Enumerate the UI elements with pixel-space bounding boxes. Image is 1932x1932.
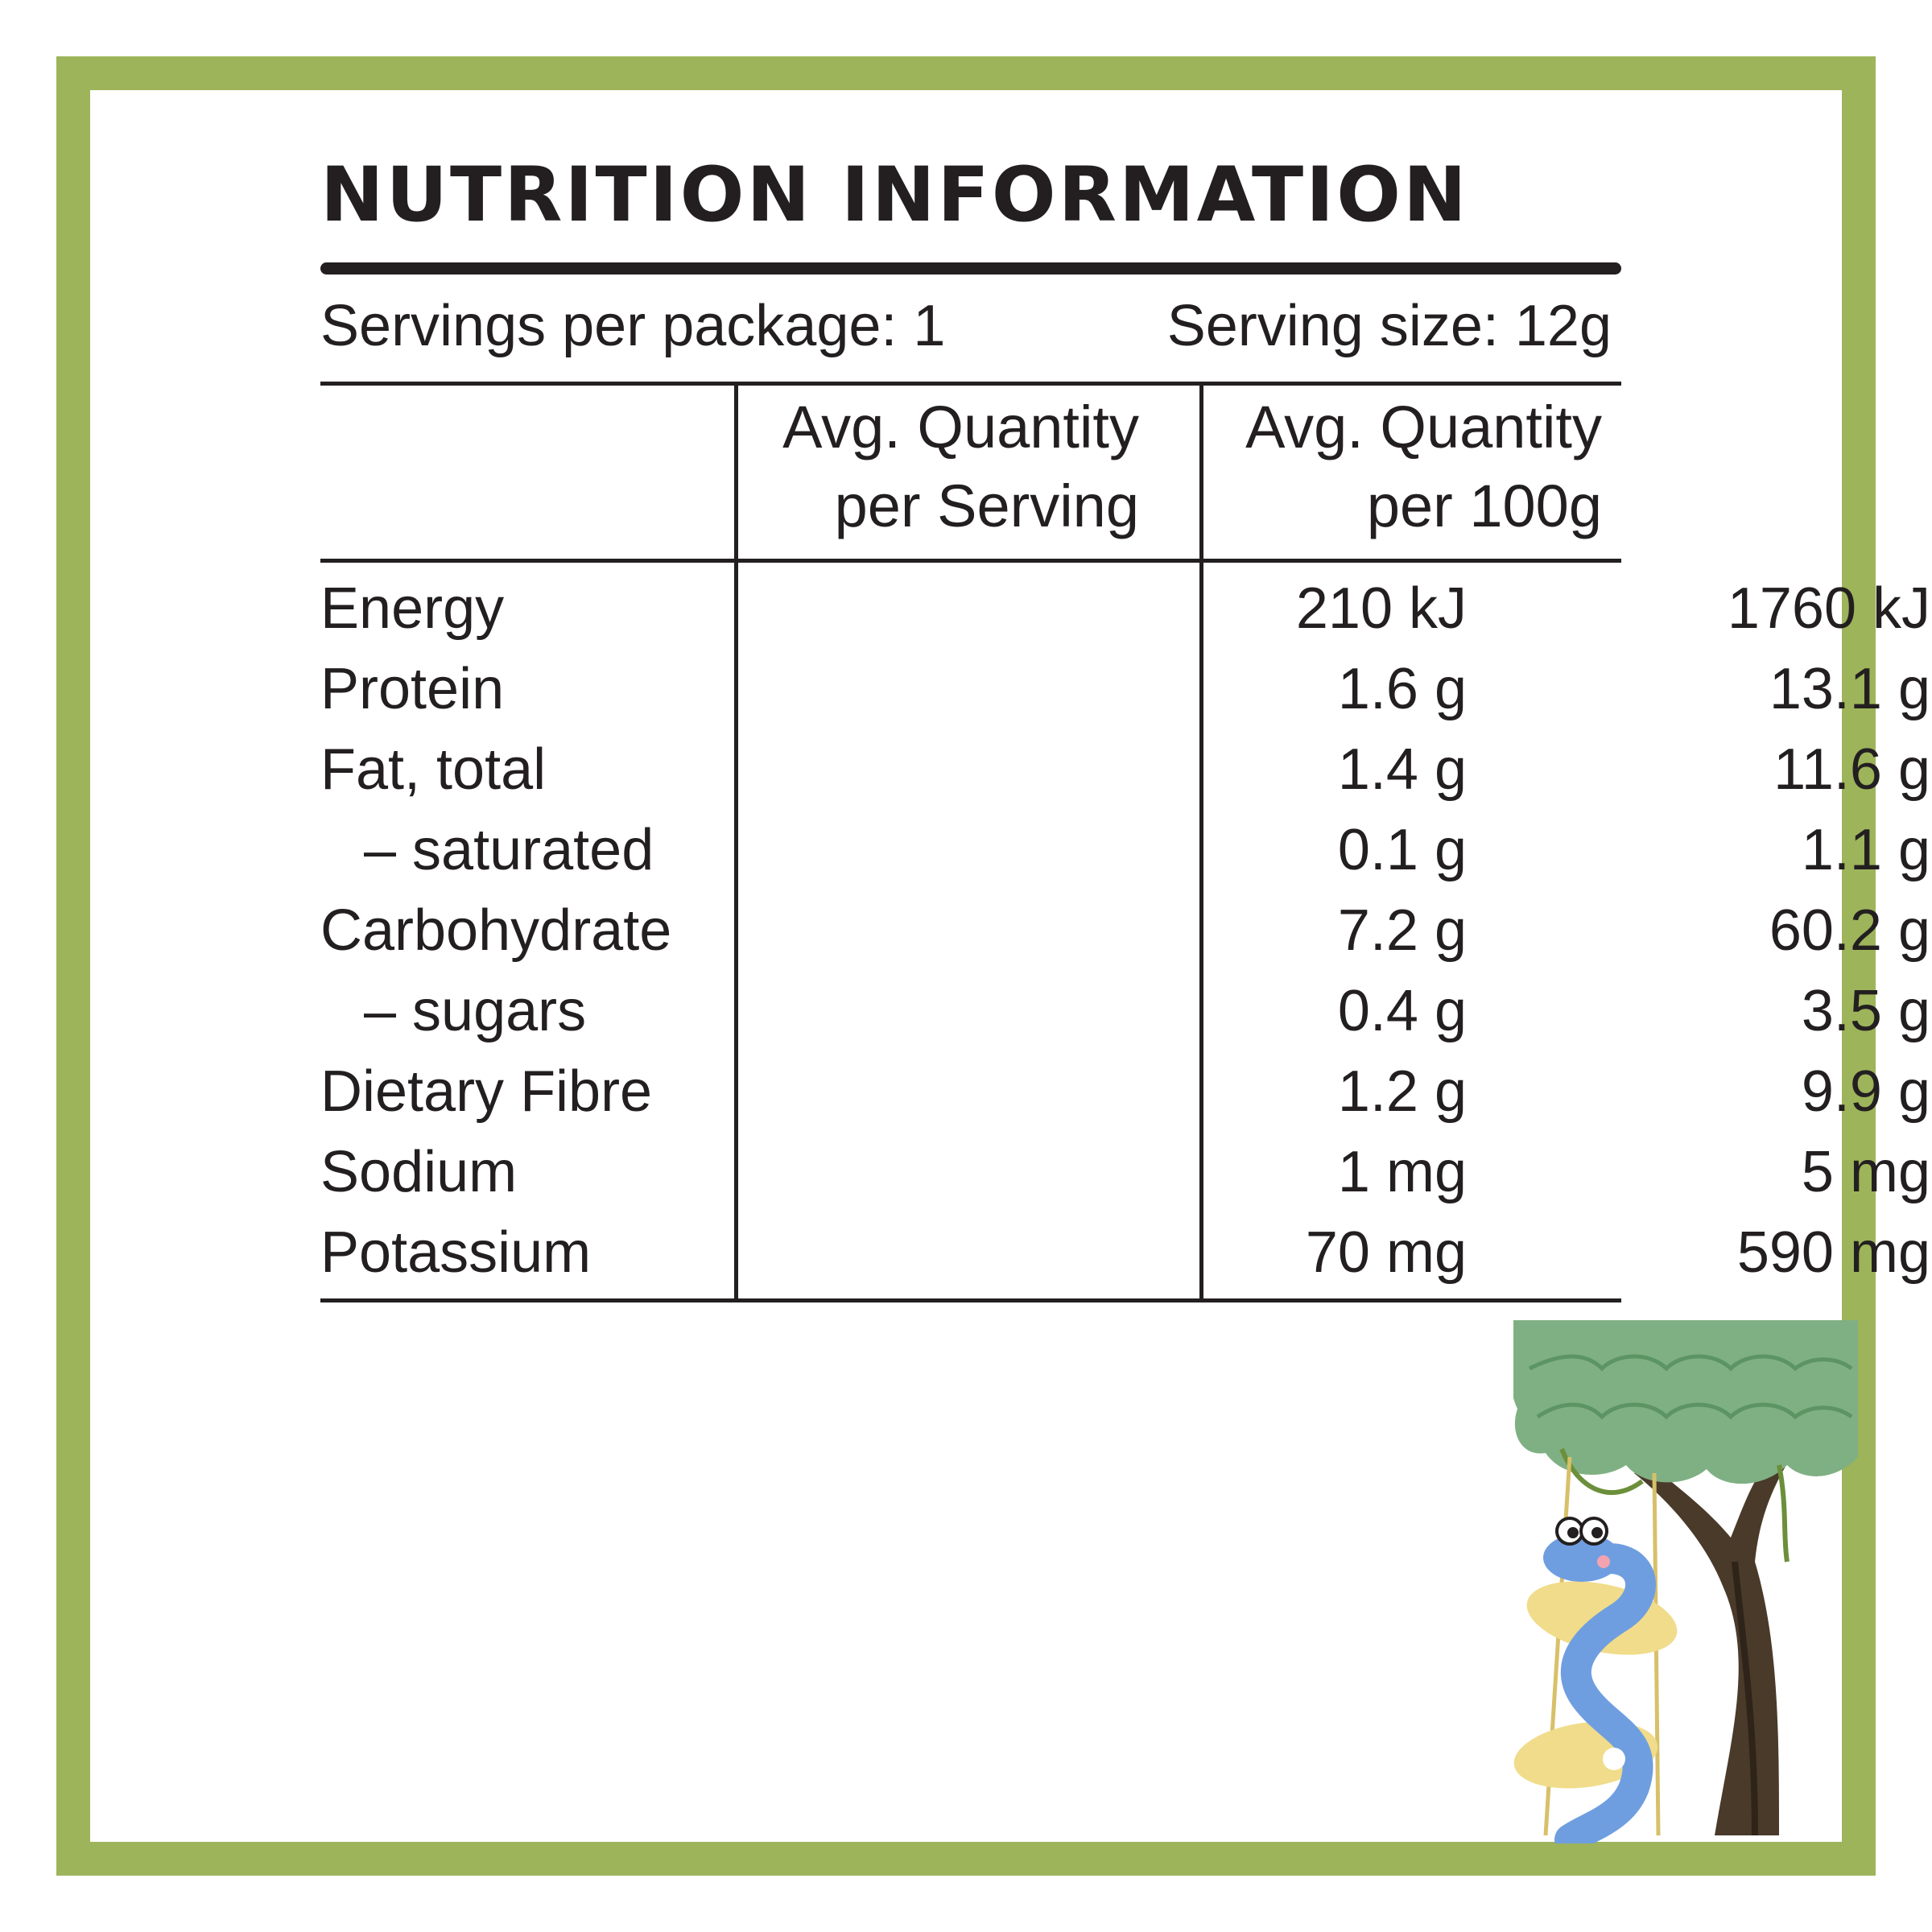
table-row-saturated: – saturated 0.1 g 1.1 g: [320, 810, 1930, 890]
nutrient-name: – sugars: [364, 979, 587, 1043]
nutrient-table: Energy 210 kJ 1760 kJ Protein 1.6 g 13.1…: [320, 568, 1930, 1293]
green-border-frame: [56, 56, 1876, 1876]
column-header-per-serving: Avg. Quantity per Serving: [749, 388, 1139, 546]
nutrient-name: Carbohydrate: [320, 898, 672, 963]
value-per-100g: 11.6 g: [1773, 737, 1930, 802]
value-per-100g: 3.5 g: [1801, 979, 1930, 1043]
value-per-100g: 5 mg: [1801, 1140, 1930, 1204]
value-per-100g: 590 mg: [1736, 1220, 1930, 1285]
table-row-dietary-fibre: Dietary Fibre 1.2 g 9.9 g: [320, 1051, 1930, 1132]
table-row-protein: Protein 1.6 g 13.1 g: [320, 649, 1930, 729]
nutrient-name: – saturated: [364, 818, 654, 882]
serving-size: Serving size: 12g: [1166, 294, 1612, 358]
column-header-per-100g-line2: per 100g: [1366, 473, 1602, 539]
nutrient-name: Potassium: [320, 1220, 592, 1285]
value-per-100g: 60.2 g: [1769, 898, 1930, 963]
column-header-per-serving-line1: Avg. Quantity: [782, 394, 1139, 460]
value-per-serving: 1.2 g: [1337, 1059, 1467, 1124]
value-per-serving: 210 kJ: [1295, 576, 1467, 641]
header-bottom-rule: [320, 559, 1621, 563]
title-rule: [320, 262, 1621, 275]
column-header-per-100g: Avg. Quantity per 100g: [1216, 388, 1602, 546]
nutrient-name: Sodium: [320, 1140, 518, 1204]
value-per-serving: 1.6 g: [1337, 657, 1467, 721]
table-row-sugars: – sugars 0.4 g 3.5 g: [320, 971, 1930, 1051]
servings-row: Servings per package: 1 Serving size: 12…: [320, 278, 1612, 374]
value-per-serving: 1.4 g: [1337, 737, 1467, 802]
nutrient-name: Protein: [320, 657, 505, 721]
servings-per-package: Servings per package: 1: [320, 294, 946, 358]
value-per-100g: 9.9 g: [1801, 1059, 1930, 1124]
header-top-rule: [320, 382, 1621, 386]
panel-title: NUTRITION INFORMATION: [320, 151, 1469, 239]
table-row-fat-total: Fat, total 1.4 g 11.6 g: [320, 729, 1930, 810]
value-per-100g: 1.1 g: [1801, 818, 1930, 882]
nutrient-name: Energy: [320, 576, 505, 641]
table-row-carbohydrate: Carbohydrate 7.2 g 60.2 g: [320, 890, 1930, 971]
value-per-serving: 0.4 g: [1337, 979, 1467, 1043]
value-per-100g: 13.1 g: [1769, 657, 1930, 721]
value-per-100g: 1760 kJ: [1727, 576, 1930, 641]
value-per-serving: 7.2 g: [1337, 898, 1467, 963]
table-bottom-rule: [320, 1298, 1621, 1302]
value-per-serving: 0.1 g: [1337, 818, 1467, 882]
table-row-energy: Energy 210 kJ 1760 kJ: [320, 568, 1930, 649]
nutrient-name: Dietary Fibre: [320, 1059, 653, 1124]
snake-on-tree-illustration-icon: [1513, 1320, 1858, 1843]
nutrient-name: Fat, total: [320, 737, 547, 802]
column-header-per-serving-line2: per Serving: [834, 473, 1139, 539]
column-divider-1: [734, 383, 738, 1301]
column-header-per-100g-line1: Avg. Quantity: [1245, 394, 1602, 460]
value-per-serving: 1 mg: [1337, 1140, 1467, 1204]
table-row-sodium: Sodium 1 mg 5 mg: [320, 1132, 1930, 1212]
column-divider-2: [1199, 383, 1203, 1301]
value-per-serving: 70 mg: [1305, 1220, 1467, 1285]
table-row-potassium: Potassium 70 mg 590 mg: [320, 1212, 1930, 1293]
